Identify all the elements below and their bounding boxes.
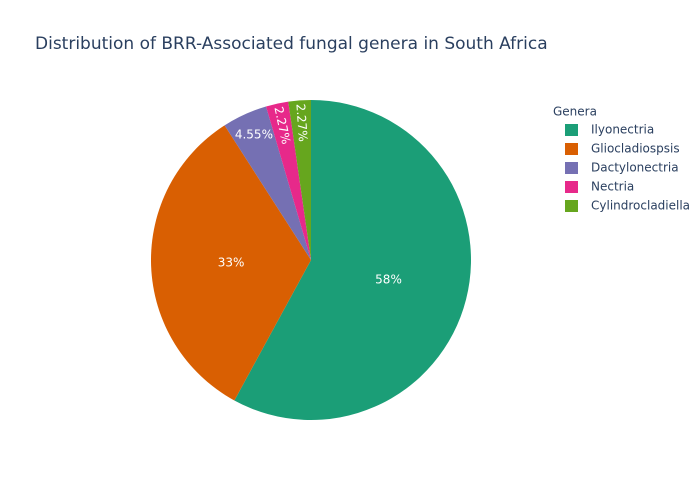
slice-label: 58% [375,272,402,286]
slice-label: 2.27% [293,103,310,142]
chart-title: Distribution of BRR-Associated fungal ge… [35,34,548,54]
pie-slice[interactable] [266,101,311,260]
legend-label[interactable]: Nectria [591,180,634,194]
legend-swatch[interactable] [565,200,578,212]
legend-label[interactable]: Dactylonectria [591,161,679,175]
pie-slice[interactable] [150,125,311,401]
legend-title: Genera [553,105,597,119]
legend-label[interactable]: Ilyonectria [591,123,654,137]
pie-slice[interactable] [224,106,311,261]
legend-swatch[interactable] [565,124,578,136]
pie-slice[interactable] [288,100,311,260]
legend-swatch[interactable] [565,181,578,193]
legend-swatch[interactable] [565,143,578,155]
legend-label[interactable]: Cylindrocladiella [591,199,690,213]
slice-label: 4.55% [235,127,273,141]
legend-label[interactable]: Gliocladiospsis [591,142,680,156]
pie-slice[interactable] [234,100,471,420]
legend-swatch[interactable] [565,162,578,174]
slice-label: 33% [218,255,245,269]
